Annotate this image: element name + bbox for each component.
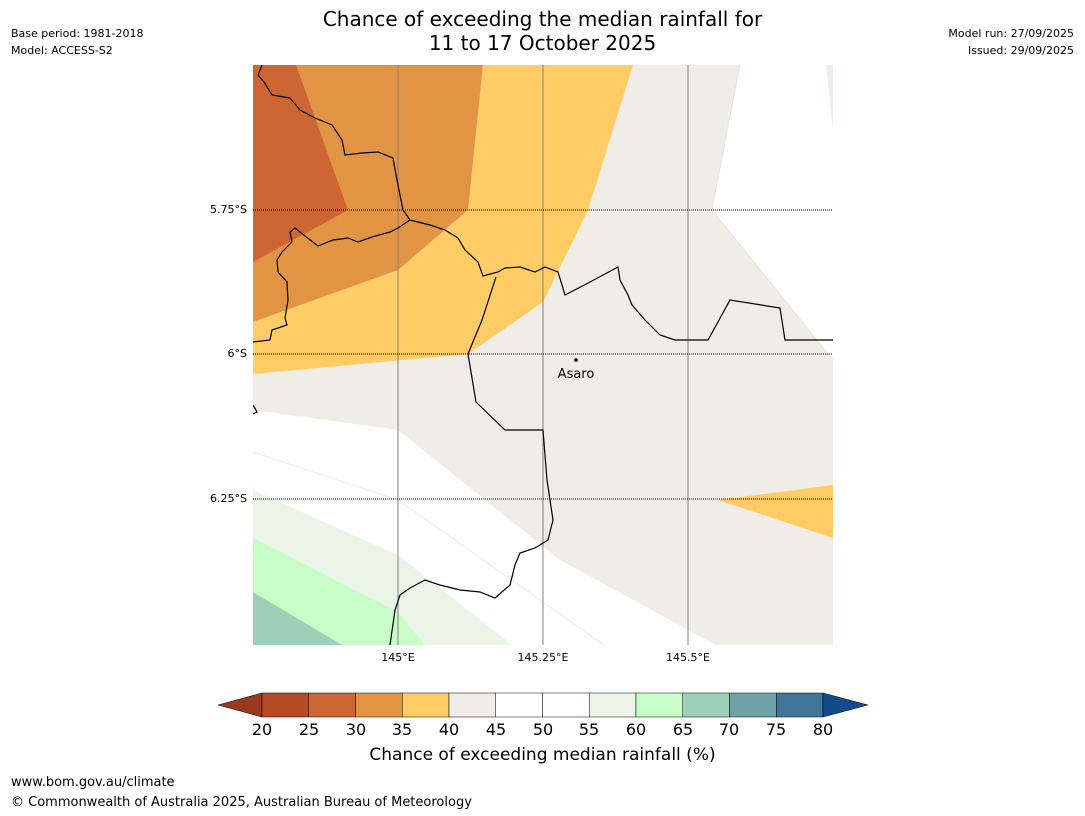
colorbar-swatch: [682, 692, 730, 718]
colorbar-swatch: [402, 692, 450, 718]
colorbar-tick: 40: [438, 720, 460, 739]
lat-tick-label: 5.75°S: [210, 203, 247, 216]
colorbar-swatch: [355, 692, 403, 718]
lon-tick-label: 145.5°E: [666, 651, 710, 664]
base-period: Base period: 1981-2018: [11, 27, 144, 40]
colorbar-swatch: [542, 692, 590, 718]
colorbar-tick: 25: [298, 720, 320, 739]
colorbar-under-arrow: [217, 692, 263, 718]
latitude-tick-labels: 5.75°S 6°S 6.25°S: [210, 203, 247, 505]
boundary-south: [389, 276, 554, 645]
footer-url[interactable]: www.bom.gov.au/climate: [11, 775, 175, 790]
title-line-1: Chance of exceeding the median rainfall …: [322, 7, 763, 31]
title-line-2: 11 to 17 October 2025: [428, 31, 657, 55]
boundary-central: [409, 219, 833, 341]
band-40-45-upper-right: [826, 65, 833, 130]
colorbar-swatch: [589, 692, 637, 718]
colorbar-tick: 45: [485, 720, 507, 739]
colorbar-tick: 50: [532, 720, 554, 739]
colorbar-swatch: [776, 692, 824, 718]
latitude-gridlines: [253, 209, 833, 500]
colorbar-swatch: [729, 692, 777, 718]
lat-tick-label: 6.25°S: [210, 492, 247, 505]
longitude-tick-labels: 145°E 145.25°E 145.5°E: [381, 651, 710, 664]
colorbar-tick: 55: [578, 720, 600, 739]
issued-date: Issued: 29/09/2025: [967, 44, 1074, 57]
metadata-left: Base period: 1981-2018 Model: ACCESS-S2: [11, 25, 143, 59]
lon-tick-label: 145°E: [381, 651, 414, 664]
band-25-30-region: [253, 65, 348, 262]
town-marker: [574, 358, 578, 362]
model-run-date: Model run: 27/09/2025: [948, 27, 1074, 40]
colorbar-tick: 65: [672, 720, 694, 739]
model-name: Model: ACCESS-S2: [11, 44, 113, 57]
colorbar: [217, 692, 869, 718]
band-35-40-southeast: [718, 485, 833, 538]
colorbar-tick: 70: [718, 720, 740, 739]
lon-tick-label: 145.25°E: [518, 651, 569, 664]
town-label: Asaro: [558, 367, 595, 382]
longitude-gridlines: [397, 65, 689, 645]
colorbar-swatch: [261, 692, 309, 718]
colorbar-tick: 80: [812, 720, 834, 739]
colorbar-swatch: [495, 692, 543, 718]
colorbar-over-arrow: [822, 692, 869, 718]
band-35-40-region: [253, 65, 633, 374]
metadata-right: Model run: 27/09/2025 Issued: 29/09/2025: [948, 25, 1074, 59]
colorbar-tick: 75: [765, 720, 787, 739]
colorbar-tick: 20: [251, 720, 273, 739]
colorbar-tick: 35: [391, 720, 413, 739]
colorbar-tick-labels: 20 25 30 35 40 45 50 55 60 65 70 75 80: [0, 720, 1085, 742]
colorbar-tick: 30: [345, 720, 367, 739]
boundary-northwest: [253, 65, 411, 343]
map-title: Chance of exceeding the median rainfall …: [0, 7, 1085, 55]
boundary-west-edge: [253, 404, 258, 415]
province-boundaries: [253, 65, 833, 645]
footer-copyright: © Commonwealth of Australia 2025, Austra…: [11, 795, 472, 810]
colorbar-title: Chance of exceeding median rainfall (%): [369, 745, 716, 765]
lat-tick-label: 6°S: [228, 347, 247, 360]
colorbar-swatch: [308, 692, 356, 718]
colorbar-tick: 60: [625, 720, 647, 739]
colorbar-swatch: [448, 692, 496, 718]
band-65-70-region: [253, 592, 342, 645]
colorbar-swatch: [635, 692, 683, 718]
